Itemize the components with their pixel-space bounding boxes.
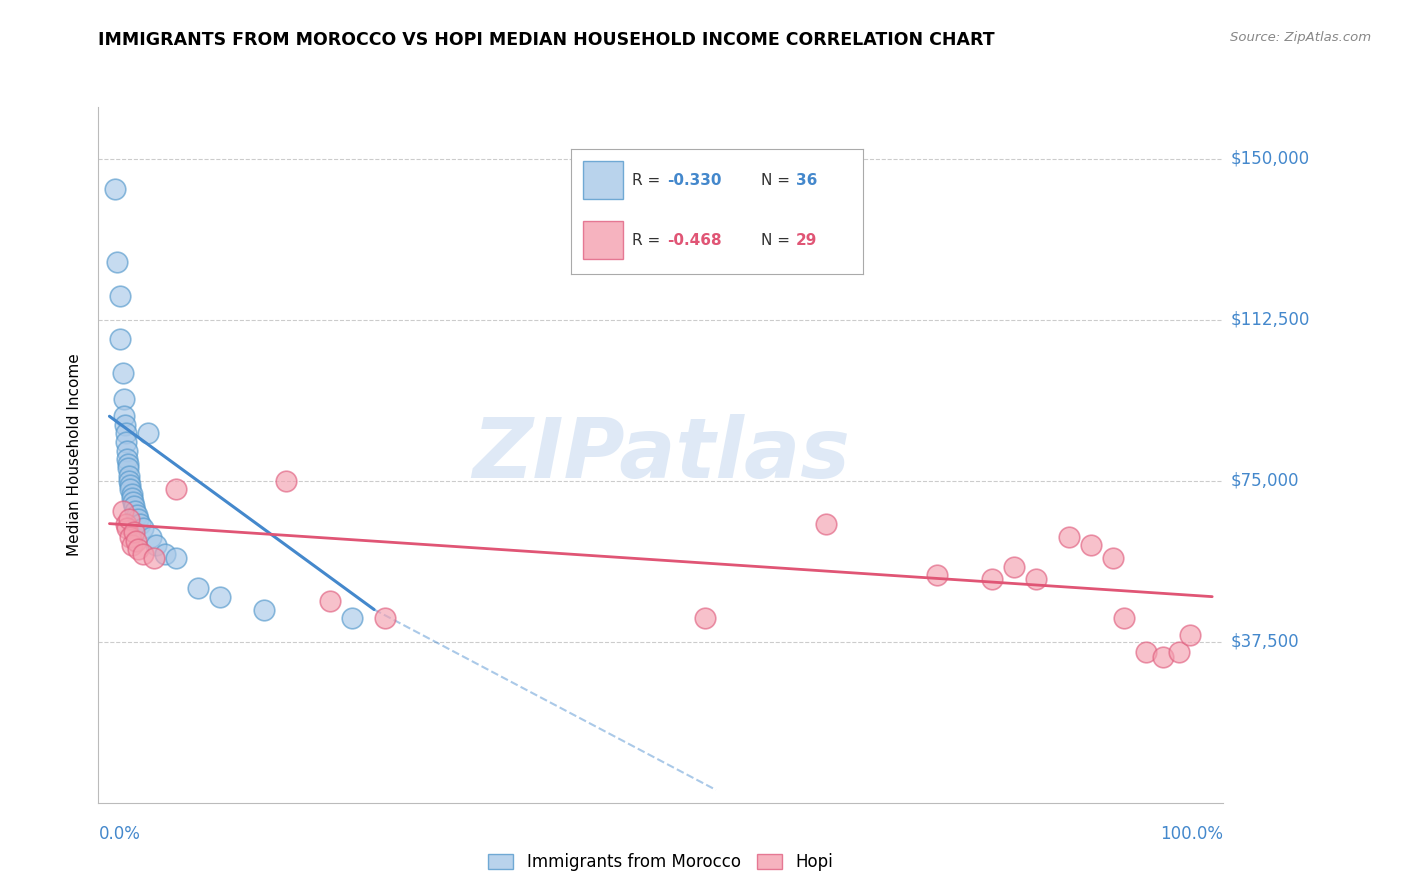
Point <box>131 547 153 561</box>
Point <box>693 611 716 625</box>
Point <box>145 538 167 552</box>
Point <box>115 521 138 535</box>
Point <box>120 478 142 492</box>
Y-axis label: Median Household Income: Median Household Income <box>67 353 83 557</box>
Point <box>112 392 135 406</box>
Point <box>115 443 138 458</box>
Text: 100.0%: 100.0% <box>1160 825 1223 843</box>
Point <box>121 491 143 505</box>
Point <box>110 289 132 303</box>
Text: 36: 36 <box>796 172 817 187</box>
Text: $37,500: $37,500 <box>1230 632 1299 651</box>
Text: 0.0%: 0.0% <box>98 825 141 843</box>
Point <box>114 417 136 432</box>
Point <box>118 469 141 483</box>
Text: $112,500: $112,500 <box>1230 310 1309 328</box>
Point <box>124 504 146 518</box>
Point <box>1102 551 1125 566</box>
Text: R =: R = <box>633 172 665 187</box>
Point <box>129 516 152 531</box>
Point <box>111 367 134 381</box>
Point <box>1112 611 1135 625</box>
Point <box>1002 559 1025 574</box>
Point <box>118 474 141 488</box>
Point <box>110 332 132 346</box>
Point <box>120 483 142 497</box>
Point <box>121 538 143 552</box>
Text: R =: R = <box>633 233 665 248</box>
Point <box>142 551 165 566</box>
Point <box>1135 645 1157 659</box>
Point <box>120 529 142 543</box>
Point <box>115 516 138 531</box>
Point <box>1178 628 1201 642</box>
Point <box>104 181 127 195</box>
Point <box>127 512 149 526</box>
Point <box>165 483 187 497</box>
Point <box>1152 649 1174 664</box>
FancyBboxPatch shape <box>582 221 623 259</box>
Point <box>374 611 396 625</box>
Text: 29: 29 <box>796 233 817 248</box>
Text: $150,000: $150,000 <box>1230 150 1309 168</box>
Point <box>208 590 231 604</box>
Point <box>815 516 838 531</box>
Text: -0.330: -0.330 <box>668 172 721 187</box>
FancyBboxPatch shape <box>582 161 623 199</box>
Point <box>925 568 948 582</box>
Point <box>165 551 187 566</box>
Point <box>141 529 163 543</box>
Point <box>980 573 1002 587</box>
Text: -0.468: -0.468 <box>668 233 721 248</box>
Text: N =: N = <box>761 233 794 248</box>
Point <box>118 512 141 526</box>
Point <box>115 452 138 467</box>
Text: IMMIGRANTS FROM MOROCCO VS HOPI MEDIAN HOUSEHOLD INCOME CORRELATION CHART: IMMIGRANTS FROM MOROCCO VS HOPI MEDIAN H… <box>98 31 995 49</box>
Point <box>340 611 363 625</box>
Point <box>153 547 176 561</box>
Point <box>253 602 276 616</box>
Text: $75,000: $75,000 <box>1230 472 1299 490</box>
Point <box>125 508 148 522</box>
Point <box>122 525 145 540</box>
Point <box>136 426 159 441</box>
Text: ZIPatlas: ZIPatlas <box>472 415 849 495</box>
Point <box>117 457 139 471</box>
Legend: Immigrants from Morocco, Hopi: Immigrants from Morocco, Hopi <box>482 847 839 878</box>
Point <box>319 594 342 608</box>
Point <box>131 521 153 535</box>
Point <box>122 500 145 514</box>
Point <box>111 504 134 518</box>
Point <box>1025 573 1047 587</box>
Text: Source: ZipAtlas.com: Source: ZipAtlas.com <box>1230 31 1371 45</box>
Point <box>274 474 297 488</box>
Point <box>1057 529 1080 543</box>
Point <box>115 435 138 450</box>
Point <box>105 254 128 268</box>
Point <box>187 581 209 595</box>
Point <box>127 542 149 557</box>
Text: N =: N = <box>761 172 794 187</box>
Point <box>121 486 143 500</box>
Point <box>125 533 148 548</box>
Point <box>117 460 139 475</box>
Point <box>121 495 143 509</box>
Point <box>112 409 135 424</box>
Point <box>1080 538 1102 552</box>
Point <box>115 426 138 441</box>
Point <box>1168 645 1191 659</box>
